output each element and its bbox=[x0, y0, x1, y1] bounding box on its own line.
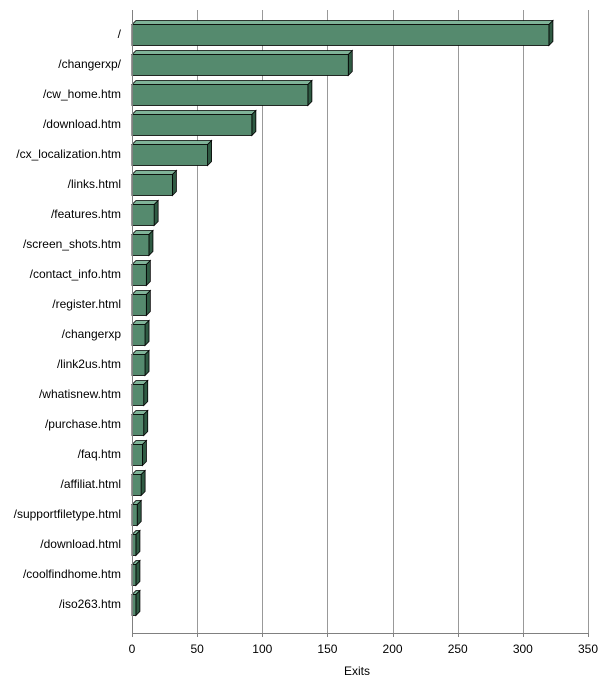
bar-front bbox=[131, 384, 145, 406]
bar-top bbox=[131, 170, 178, 175]
bar-top bbox=[131, 20, 554, 25]
bar bbox=[131, 439, 148, 467]
bar-side bbox=[145, 289, 151, 317]
x-tick-labels: 0 50 100 150 200 250 300 350 bbox=[129, 642, 599, 656]
axes-group bbox=[132, 10, 589, 637]
bar-front bbox=[131, 354, 146, 376]
bar-top bbox=[131, 80, 313, 85]
category-label: /download.htm bbox=[43, 117, 121, 131]
category-label: /links.html bbox=[68, 177, 121, 191]
bars-group bbox=[131, 19, 554, 617]
bar-front bbox=[131, 414, 145, 436]
category-label: /cx_localization.htm bbox=[16, 147, 121, 161]
x-tick-label: 300 bbox=[513, 642, 533, 656]
bar-top bbox=[131, 110, 257, 115]
category-label: /features.htm bbox=[51, 207, 121, 221]
category-label: /iso263.htm bbox=[59, 597, 121, 611]
bar-front bbox=[131, 204, 155, 226]
bar-front bbox=[131, 54, 349, 76]
x-axis-label: Exits bbox=[344, 664, 370, 678]
bar-side bbox=[307, 79, 313, 107]
category-label: /changerxp/ bbox=[58, 57, 121, 71]
category-label: /affiliat.html bbox=[61, 477, 121, 491]
bar bbox=[131, 199, 160, 227]
x-tick-label: 200 bbox=[383, 642, 403, 656]
category-label: /screen_shots.htm bbox=[23, 237, 121, 251]
bar-side bbox=[148, 229, 154, 257]
bar bbox=[131, 289, 152, 317]
bar-front bbox=[131, 294, 147, 316]
bar-side bbox=[140, 469, 146, 497]
bar-front bbox=[131, 174, 173, 196]
bar-side bbox=[145, 259, 151, 287]
bar-top bbox=[131, 50, 354, 55]
x-tick-label: 0 bbox=[129, 642, 136, 656]
bar bbox=[131, 319, 150, 347]
bar-side bbox=[548, 19, 554, 47]
category-label: /whatisnew.htm bbox=[39, 387, 121, 401]
category-label: /changerxp bbox=[62, 327, 122, 341]
category-label: / bbox=[118, 27, 122, 41]
bar-top bbox=[131, 140, 213, 145]
bar bbox=[131, 529, 141, 557]
bar bbox=[131, 559, 141, 587]
bar-side bbox=[136, 499, 142, 527]
bar-front bbox=[131, 444, 143, 466]
bar-side bbox=[207, 139, 212, 167]
category-label: /coolfindhome.htm bbox=[23, 567, 121, 581]
bar-side bbox=[143, 409, 149, 437]
category-labels: / /changerxp/ /cw_home.htm/download.htm/cx… bbox=[14, 27, 122, 611]
category-label: /contact_info.htm bbox=[30, 267, 121, 281]
bar bbox=[131, 49, 354, 77]
bar-front bbox=[131, 264, 147, 286]
x-tick-label: 50 bbox=[190, 642, 204, 656]
bar-front bbox=[131, 114, 253, 136]
bar bbox=[131, 229, 154, 257]
bar-side bbox=[144, 349, 150, 377]
bar bbox=[131, 469, 147, 497]
bar bbox=[131, 379, 149, 407]
bar bbox=[131, 169, 178, 197]
bar-front bbox=[131, 474, 142, 496]
bar-side bbox=[135, 559, 141, 587]
category-label: /download.html bbox=[40, 537, 121, 551]
category-label: /register.html bbox=[52, 297, 121, 311]
bar-side bbox=[347, 49, 353, 77]
bar bbox=[131, 349, 150, 377]
bar-side bbox=[251, 109, 257, 137]
bar bbox=[131, 589, 141, 617]
bar-front bbox=[131, 234, 150, 256]
x-tick-label: 100 bbox=[252, 642, 272, 656]
bar-side bbox=[144, 319, 150, 347]
category-label: /supportfiletype.html bbox=[14, 507, 121, 521]
bar-front bbox=[131, 24, 550, 46]
bar-front bbox=[131, 324, 146, 346]
x-tick-label: 350 bbox=[578, 642, 598, 656]
category-label: /cw_home.htm bbox=[43, 87, 121, 101]
bar bbox=[131, 259, 152, 287]
x-tick-label: 150 bbox=[317, 642, 337, 656]
bar bbox=[131, 19, 554, 47]
bar bbox=[131, 109, 257, 137]
category-label: /faq.htm bbox=[78, 447, 121, 461]
bar-side bbox=[171, 169, 177, 197]
bar bbox=[131, 499, 143, 527]
x-tick-label: 250 bbox=[448, 642, 468, 656]
grid-lines bbox=[197, 10, 589, 633]
category-label: /purchase.htm bbox=[45, 417, 121, 431]
bar-side bbox=[143, 379, 149, 407]
bar bbox=[131, 79, 313, 107]
bar bbox=[131, 409, 149, 437]
bar-side bbox=[153, 199, 159, 227]
bar-front bbox=[131, 84, 309, 106]
bar-side bbox=[135, 529, 141, 557]
bar bbox=[131, 139, 213, 167]
bar-side bbox=[135, 589, 141, 617]
bar-front bbox=[131, 144, 208, 166]
bar-side bbox=[142, 439, 147, 467]
category-label: /link2us.htm bbox=[57, 357, 121, 371]
